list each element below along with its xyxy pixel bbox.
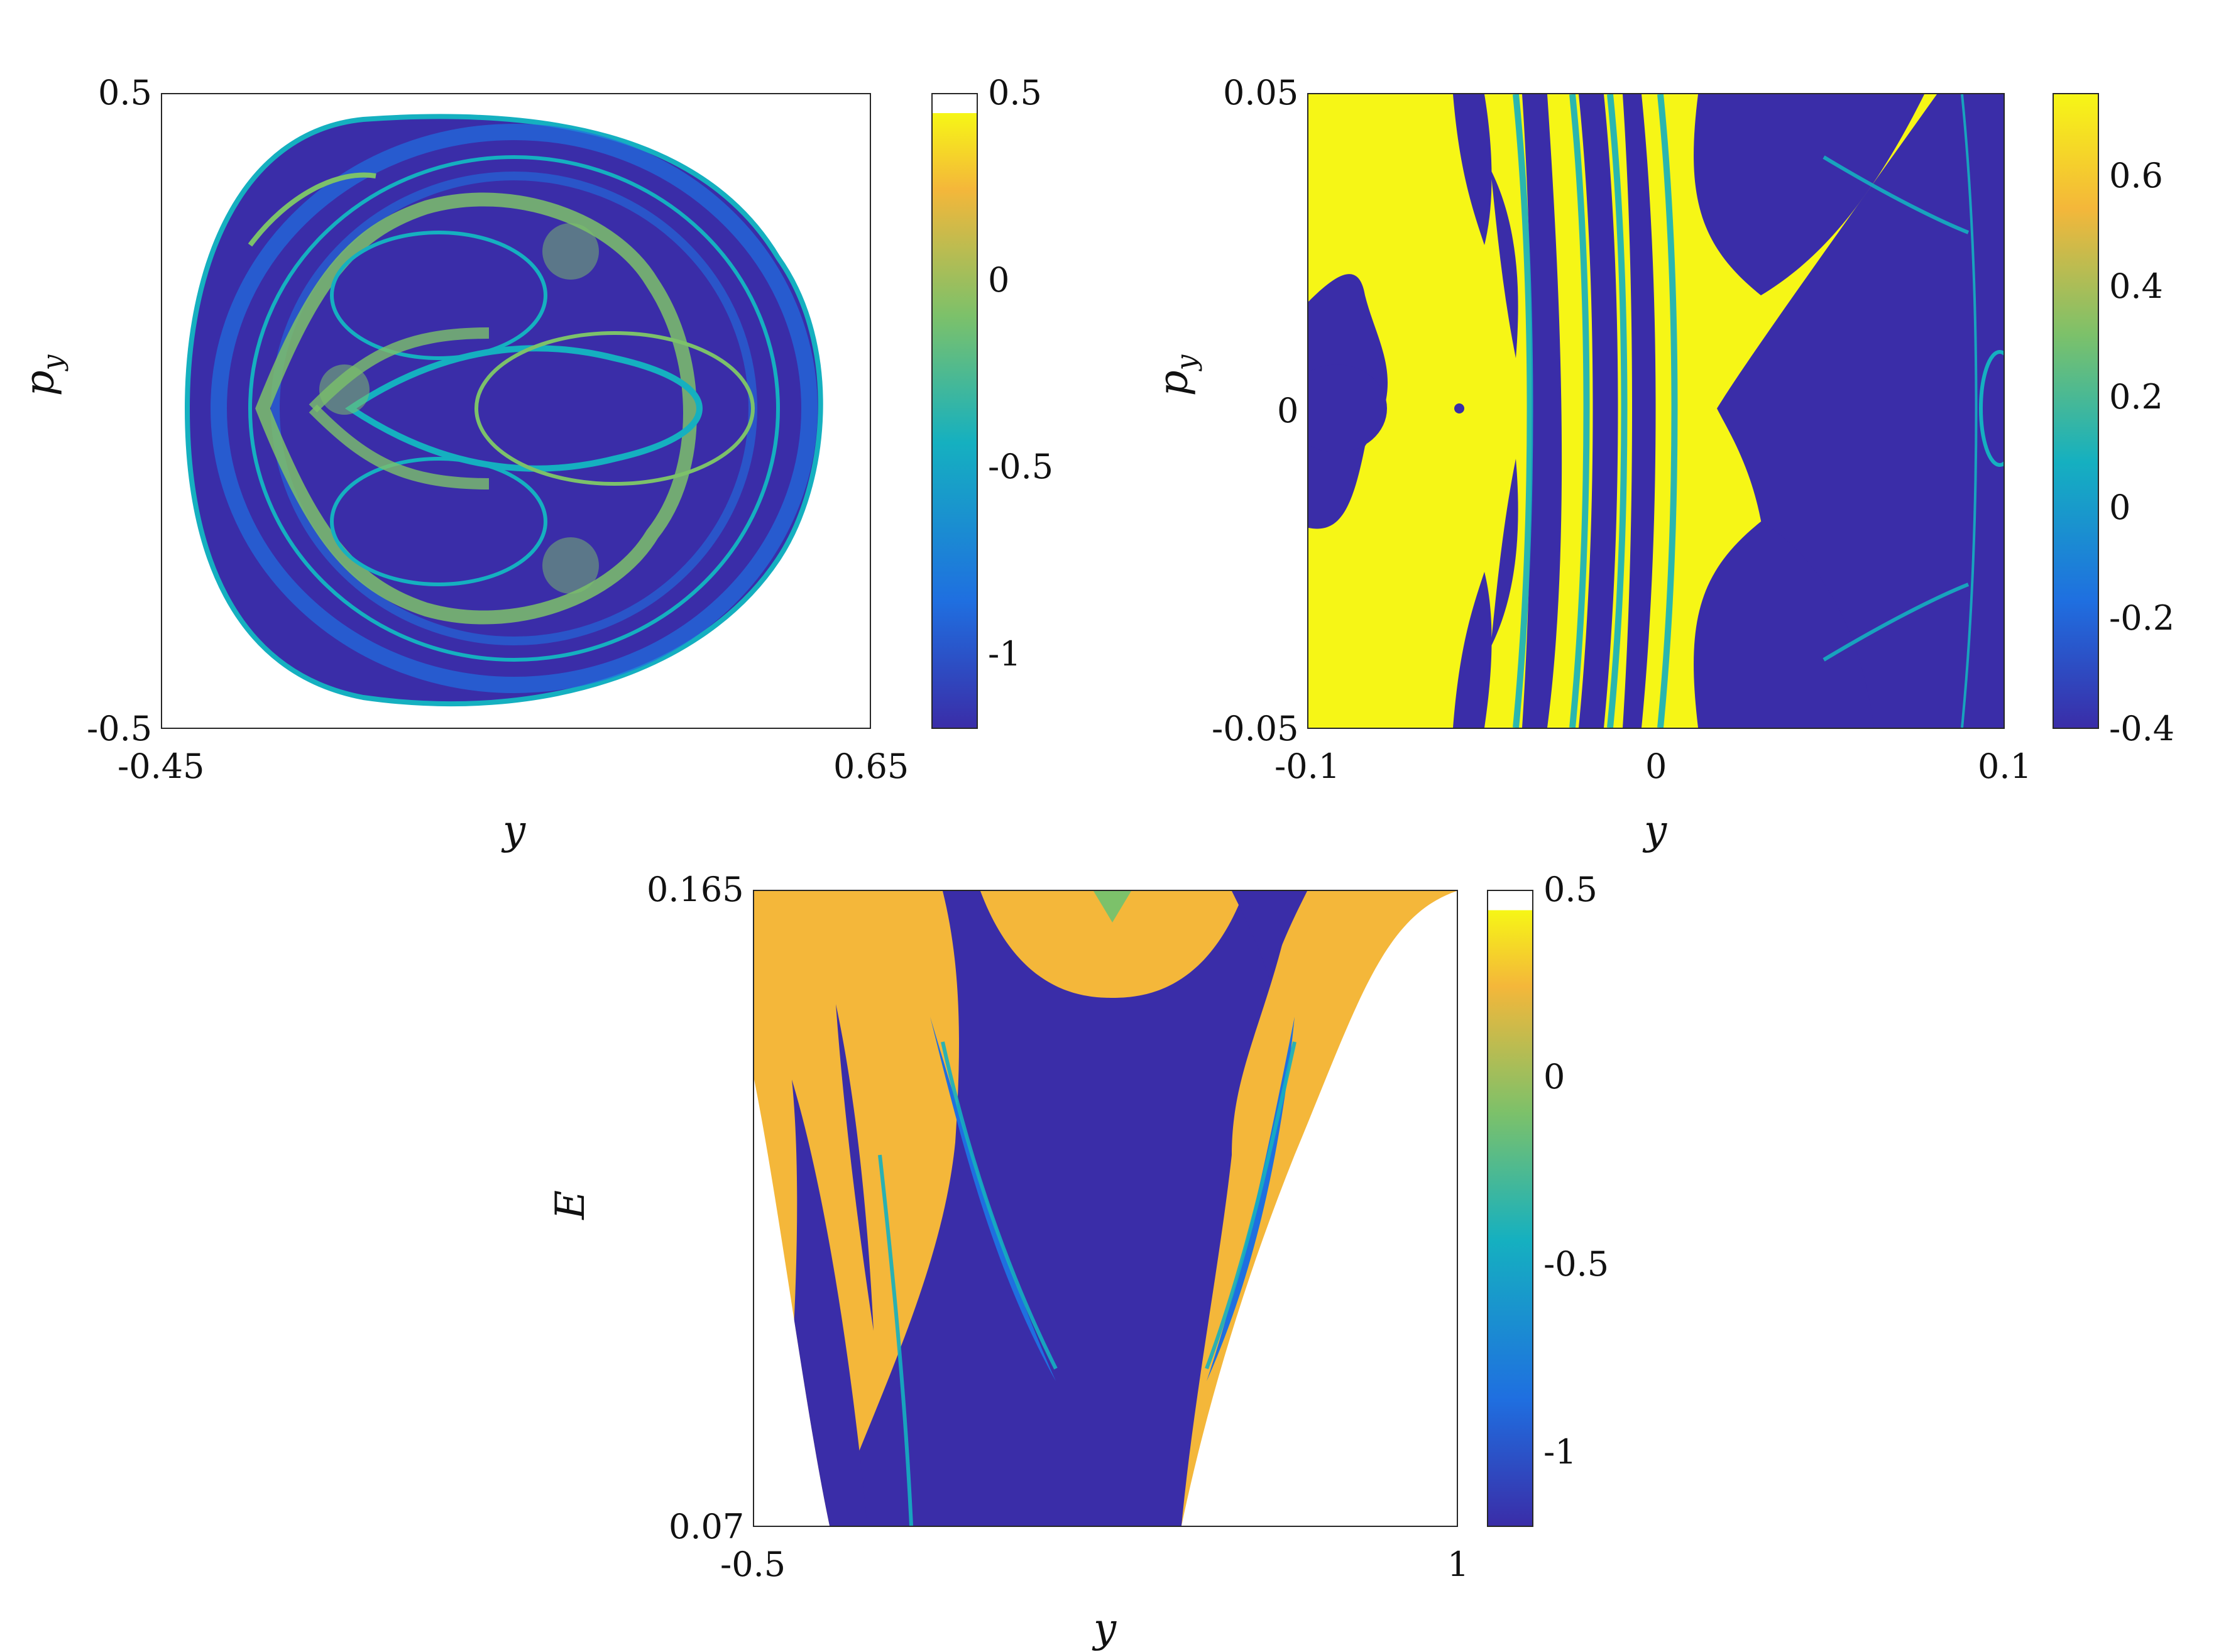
colorbar-2: [2053, 93, 2099, 729]
colorbar-tick-label: 0.4: [2109, 266, 2163, 306]
x-tick-label: 0: [1645, 747, 1667, 786]
x-tick-label: -0.45: [118, 747, 205, 786]
colorbar-1: [931, 93, 978, 729]
y-tick-label: 0.5: [98, 73, 152, 112]
colorbar-tick-label: 0: [988, 260, 1010, 300]
x-tick-label: -0.5: [720, 1545, 786, 1584]
x-axis-label-1: y: [503, 807, 526, 854]
heatmap-2-region: [1308, 94, 2004, 728]
x-axis-label-2: y: [1644, 807, 1667, 854]
x-tick-label: 0.1: [1978, 747, 2032, 786]
colorbar-tick-label: 0: [1543, 1057, 1565, 1097]
y-tick-label: -0.05: [1212, 709, 1299, 748]
y-tick-label: 0: [1277, 391, 1299, 430]
heatmap-1-svg: [184, 114, 823, 707]
colorbar-tick-label: -0.4: [2109, 709, 2175, 748]
colorbar-tick-label: -1: [1543, 1431, 1577, 1472]
y-axis-label-3: E: [547, 1190, 594, 1220]
heatmap-1: [161, 93, 871, 729]
heatmap-2-svg: [1308, 94, 2004, 728]
colorbar-tick-label: 0: [2109, 488, 2131, 527]
y-tick-label: 0.07: [669, 1507, 745, 1546]
colorbar-3: [1487, 890, 1533, 1527]
x-tick-label: 1: [1447, 1545, 1469, 1584]
colorbar-tick-label: -0.2: [2109, 598, 2175, 638]
heatmap-1-region: [184, 114, 823, 707]
colorbar-tick-label: -0.5: [988, 447, 1054, 487]
colorbar-tick-label: 0.6: [2109, 156, 2163, 195]
y-tick-label: 0.165: [647, 870, 744, 909]
y-axis-label-2: py: [1150, 354, 1203, 397]
x-tick-label: -0.1: [1274, 747, 1340, 786]
heatmap-2: [1307, 93, 2005, 729]
heatmap-3: [753, 890, 1458, 1527]
y-tick-label: -0.5: [87, 709, 153, 748]
x-tick-label: 0.65: [833, 747, 909, 786]
colorbar-tick-label: -0.5: [1543, 1244, 1609, 1284]
colorbar-tick-label: 0.5: [1543, 870, 1598, 909]
x-axis-label-3: y: [1094, 1606, 1117, 1652]
heatmap-3-region: [754, 891, 1457, 1526]
heatmap-3-svg: [754, 891, 1457, 1526]
colorbar-tick-label: -1: [988, 633, 1021, 674]
y-tick-label: 0.05: [1223, 73, 1299, 112]
colorbar-tick-label: 0.2: [2109, 377, 2163, 417]
colorbar-tick-label: 0.5: [988, 73, 1042, 112]
y-axis-label-1: py: [16, 354, 69, 397]
